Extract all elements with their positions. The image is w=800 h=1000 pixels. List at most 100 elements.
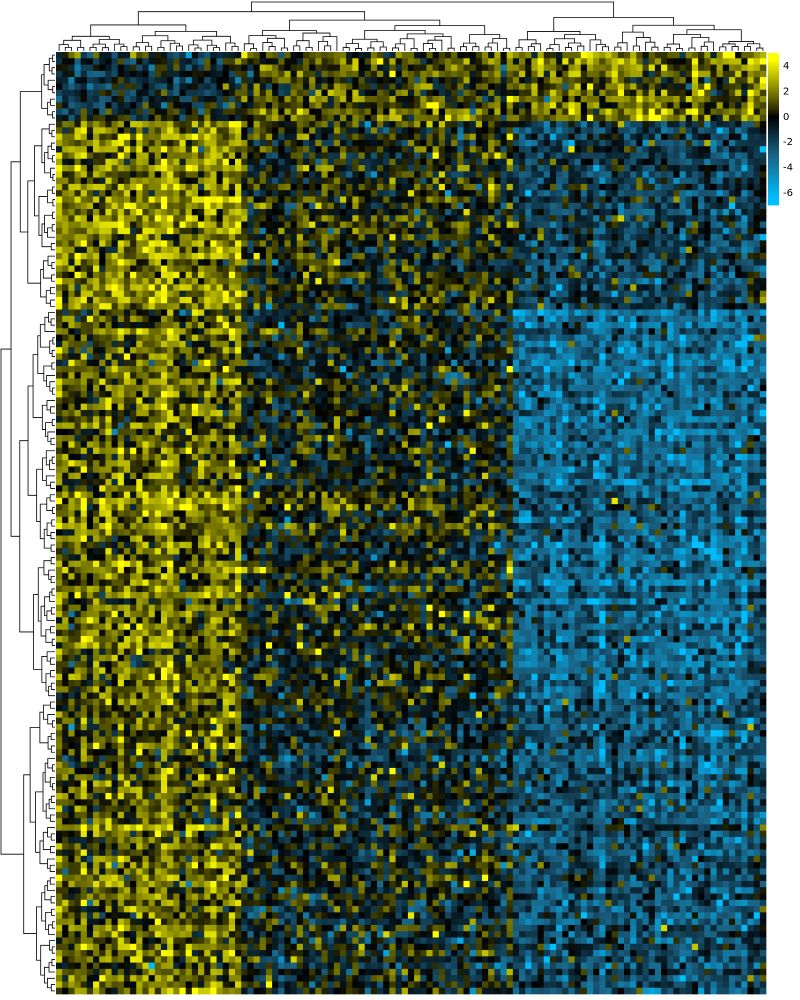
heatmap-cell [636,77,643,84]
heatmap-cell [735,196,742,203]
heatmap-cell [488,159,495,166]
heatmap-cell [686,228,693,235]
heatmap-cell [599,303,606,310]
heatmap-cell [136,234,143,241]
heatmap-cell [525,90,532,97]
row-dendrogram-branch [36,792,43,852]
heatmap-cell [723,190,730,197]
heatmap-cell [568,297,575,304]
heatmap-cell [747,90,754,97]
heatmap-cell [241,71,248,78]
heatmap-cell [284,222,291,229]
heatmap-cell [581,159,588,166]
heatmap-cell [303,303,310,310]
heatmap-cell [439,209,446,216]
heatmap-cell [235,259,242,266]
heatmap-cell [142,121,149,128]
heatmap-cell [56,52,63,59]
heatmap-cell [167,215,174,222]
heatmap-cell [482,71,489,78]
heatmap-cell [723,240,730,247]
heatmap-cell [698,102,705,109]
heatmap-cell [321,134,328,141]
heatmap-cell [593,96,600,103]
heatmap-cell [575,259,582,266]
heatmap-cell [754,278,761,285]
heatmap-cell [266,165,273,172]
row-dendrogram-branch [51,846,55,852]
heatmap-cell [451,228,458,235]
heatmap-cell [680,247,687,254]
heatmap-cell [488,234,495,241]
heatmap-cell [408,109,415,116]
heatmap-cell [383,190,390,197]
heatmap-cell [513,178,520,185]
heatmap-cell [179,165,186,172]
heatmap-cell [68,58,75,65]
heatmap-cell [284,159,291,166]
heatmap-cell [463,58,470,65]
column-dendrogram-branch [448,48,454,51]
heatmap-cell [328,71,335,78]
heatmap-cell [760,228,767,235]
heatmap-cell [686,121,693,128]
heatmap-cell [754,222,761,229]
heatmap-cell [562,71,569,78]
heatmap-cell [556,234,563,241]
heatmap-cell [99,240,106,247]
heatmap-cell [136,171,143,178]
heatmap-cell [581,152,588,159]
heatmap-cell [235,272,242,279]
heatmap-cell [278,178,285,185]
heatmap-cell [612,240,619,247]
heatmap-cell [710,58,717,65]
heatmap-cell [525,140,532,147]
heatmap-cell [173,297,180,304]
heatmap-cell [501,259,508,266]
heatmap-cell [173,178,180,185]
heatmap-cell [346,190,353,197]
heatmap-cell [698,284,705,291]
heatmap-cell [717,303,724,310]
heatmap-cell [723,77,730,84]
heatmap-cell [457,115,464,122]
heatmap-cell [334,71,341,78]
heatmap-cell [223,247,230,254]
heatmap-cell [167,102,174,109]
heatmap-cell [241,96,248,103]
heatmap-cell [179,184,186,191]
heatmap-cell [402,90,409,97]
heatmap-cell [426,222,433,229]
heatmap-cell [371,253,378,260]
heatmap-cell [661,146,668,153]
heatmap-cell [179,215,186,222]
heatmap-cell [692,209,699,216]
heatmap-cell [68,121,75,128]
heatmap-cell [501,65,508,72]
heatmap-cell [112,297,119,304]
heatmap-cell [186,284,193,291]
heatmap-cell [266,291,273,298]
heatmap-cell [414,184,421,191]
heatmap-cell [581,253,588,260]
heatmap-cell [241,266,248,273]
heatmap-cell [494,159,501,166]
heatmap-cell [272,96,279,103]
heatmap-cell [710,253,717,260]
heatmap-cell [624,297,631,304]
heatmap-cell [93,247,100,254]
heatmap-cell [717,215,724,222]
heatmap-cell [482,209,489,216]
heatmap-cell [167,146,174,153]
heatmap-cell [692,259,699,266]
heatmap-cell [402,190,409,197]
heatmap-cell [179,140,186,147]
heatmap-cell [605,159,612,166]
heatmap-cell [278,58,285,65]
heatmap-cell [179,253,186,260]
heatmap-cell [686,297,693,304]
heatmap-cell [56,65,63,72]
heatmap-cell [328,184,335,191]
heatmap-cell [340,109,347,116]
heatmap-cell [531,196,538,203]
